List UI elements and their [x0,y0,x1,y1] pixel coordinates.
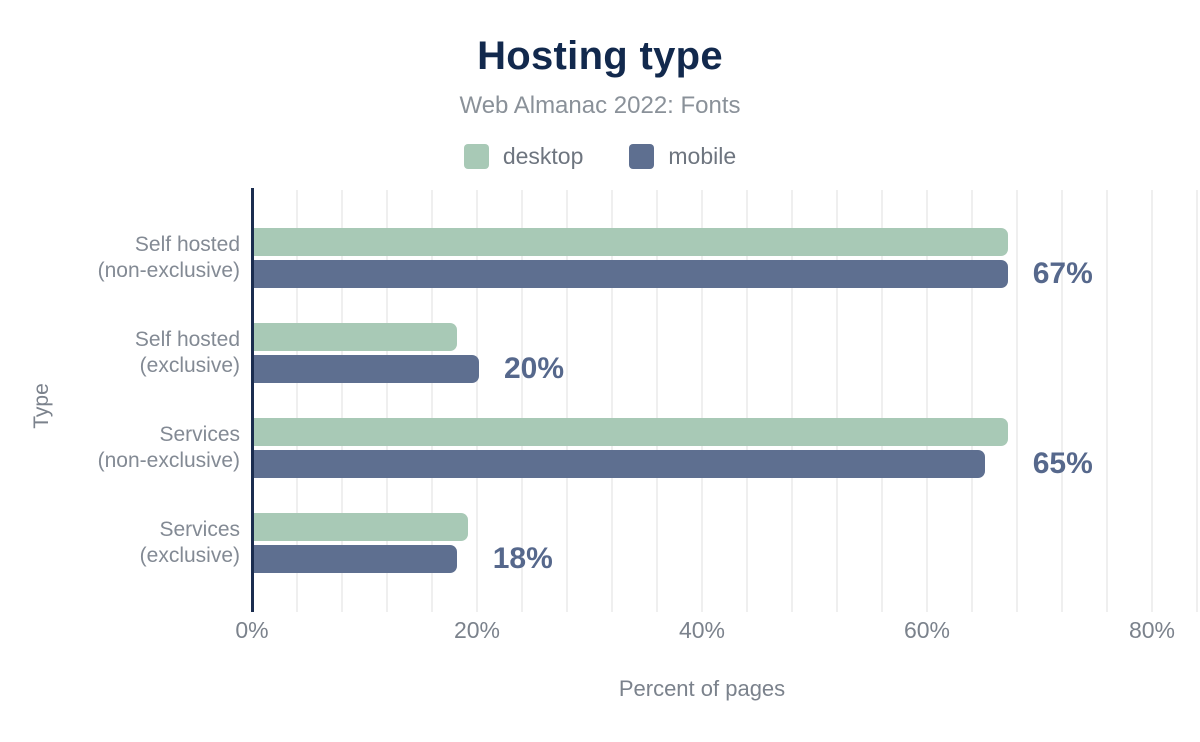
gridline [926,190,928,612]
bar-group: Self hosted (non-exclusive) 67% [98,228,1199,290]
chart-title: Hosting type [477,34,723,78]
category-label: Services (non-exclusive) [97,423,240,472]
gridline [1106,190,1108,612]
bar-desktop [254,418,1008,446]
legend-swatch-desktop-icon [463,144,489,169]
chart-subtitle: Web Almanac 2022: Fonts [459,92,741,119]
gridline [791,190,793,612]
gridline [1151,190,1153,612]
category-label: Self hosted (exclusive) [134,328,240,377]
bar-mobile [254,545,457,573]
legend-item-mobile: mobile [629,143,736,170]
bar-desktop [254,228,1008,256]
bar-mobile [254,355,479,383]
bar-group: Self hosted (exclusive) 20% [135,323,1199,385]
legend: desktop mobile [0,143,1200,170]
gridline [656,190,658,612]
gridline [971,190,973,612]
gridline [881,190,883,612]
bar-mobile [254,450,986,478]
gridline [386,190,388,612]
gridline [431,190,433,612]
legend-label-desktop: desktop [502,143,584,169]
gridline [476,190,478,612]
x-axis-title: Percent of pages [618,676,786,701]
bar-group: Services (exclusive) 18% [140,513,1199,575]
x-tick-label: 80% [1128,617,1176,643]
bar-group: Services (non-exclusive) 65% [98,418,1199,480]
gridline [341,190,343,612]
bar-desktop [254,323,457,351]
legend-item-desktop: desktop [463,143,584,170]
x-tick-label: 60% [903,617,951,643]
gridline [566,190,568,612]
x-tick-label: 20% [453,617,501,643]
x-tick-label: 0% [235,617,269,643]
bar-mobile [254,260,1008,288]
legend-swatch-mobile-icon [629,144,655,169]
gridline [701,190,703,612]
category-label: Self hosted (non-exclusive) [97,233,240,282]
gridline [1196,190,1198,612]
legend-label-mobile: mobile [668,143,737,169]
bar-desktop [254,513,468,541]
gridline [836,190,838,612]
value-annotation: 20% [504,352,565,385]
value-annotation: 65% [1032,447,1093,480]
x-tick-label: 40% [678,617,726,643]
gridline [1016,190,1018,612]
value-annotation: 67% [1032,257,1093,290]
gridline [521,190,523,612]
gridline [296,190,298,612]
plot-area: Self hosted (non-exclusive) 67% Self hosted… [98,188,1199,643]
gridline [611,190,613,612]
category-label: Services (exclusive) [139,518,240,567]
value-annotation: 18% [492,542,553,575]
gridline [1061,190,1063,612]
gridline [746,190,748,612]
y-axis-line [251,188,254,612]
